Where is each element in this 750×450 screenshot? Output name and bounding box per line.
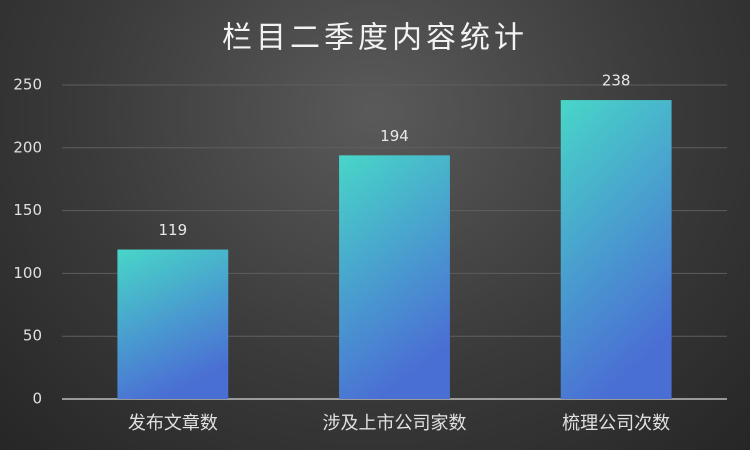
- x-tick-label: 梳理公司次数: [562, 413, 670, 434]
- y-tick-label: 100: [13, 264, 42, 282]
- y-tick-label: 0: [32, 390, 42, 408]
- bar: [117, 249, 229, 399]
- x-tick-label: 涉及上市公司家数: [323, 413, 467, 434]
- y-tick-label: 150: [13, 201, 42, 219]
- bar: [339, 155, 450, 399]
- data-label: 194: [380, 127, 409, 145]
- y-tick-label: 250: [13, 76, 42, 94]
- x-tick-label: 发布文章数: [128, 413, 218, 434]
- bar: [560, 100, 672, 400]
- chart-title: 栏目二季度内容统计: [222, 21, 528, 56]
- data-label: 238: [602, 72, 631, 90]
- data-label: 119: [159, 221, 188, 239]
- y-tick-label: 200: [13, 138, 42, 156]
- y-tick-label: 50: [23, 327, 42, 345]
